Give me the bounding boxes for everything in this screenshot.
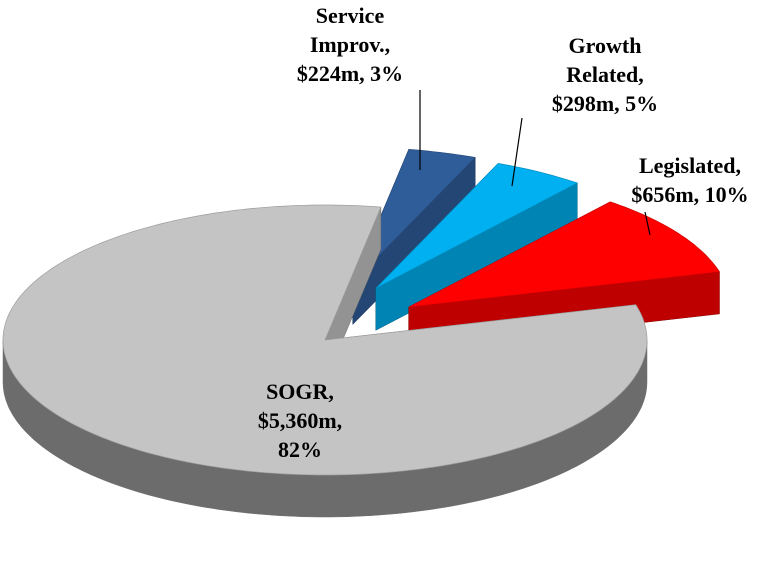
slice: [352, 149, 476, 283]
leader-line: [511, 117, 523, 187]
data-label: Related,: [566, 62, 644, 87]
data-label: SOGR,: [266, 379, 334, 404]
data-label: $5,360m,: [258, 408, 342, 433]
data-label: Improv.,: [310, 32, 390, 57]
data-label: $224m, 3%: [297, 61, 403, 86]
data-label: Growth: [569, 33, 642, 58]
data-label: $298m, 5%: [552, 91, 658, 116]
data-label: $656m, 10%: [631, 182, 748, 207]
data-label: 82%: [278, 437, 322, 462]
leader-line: [644, 211, 651, 236]
data-label: Service: [316, 3, 385, 28]
data-label: Legislated,: [639, 153, 741, 178]
slice: [408, 201, 721, 308]
slice: [2, 204, 648, 476]
slice: [375, 163, 579, 289]
